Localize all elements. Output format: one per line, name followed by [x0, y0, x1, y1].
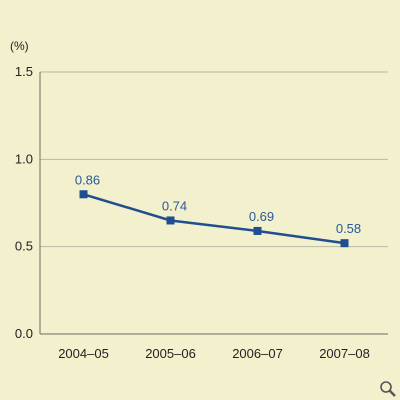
grid-layer: [40, 71, 388, 248]
series-line: [83, 193, 345, 245]
data-point: [166, 216, 175, 225]
data-label: 0.86: [75, 172, 100, 187]
x-axis: 2004–05 2005–06 2006–07 2007–08: [58, 346, 370, 361]
x-tick-label: 2006–07: [232, 346, 283, 361]
data-point: [79, 190, 88, 199]
data-point: [253, 226, 262, 235]
data-label: 0.74: [162, 198, 187, 213]
y-axis: 0.0 0.5 1.0 1.5: [15, 64, 33, 341]
data-label: 0.58: [336, 221, 361, 236]
data-label: 0.69: [249, 209, 274, 224]
data-label-layer: 0.86 0.74 0.69 0.58: [75, 172, 361, 236]
x-tick-label: 2004–05: [58, 346, 109, 361]
y-tick-label: 0.5: [15, 239, 33, 254]
y-tick-label: 1.5: [15, 64, 33, 79]
magnifier-icon[interactable]: [377, 379, 399, 399]
y-tick-label: 1.0: [15, 151, 33, 166]
y-unit-label: (%): [10, 39, 29, 53]
x-tick-label: 2007–08: [319, 346, 370, 361]
y-tick-label: 0.0: [15, 326, 33, 341]
x-tick-label: 2005–06: [145, 346, 196, 361]
data-point: [340, 239, 349, 248]
series-layer: [79, 190, 349, 248]
